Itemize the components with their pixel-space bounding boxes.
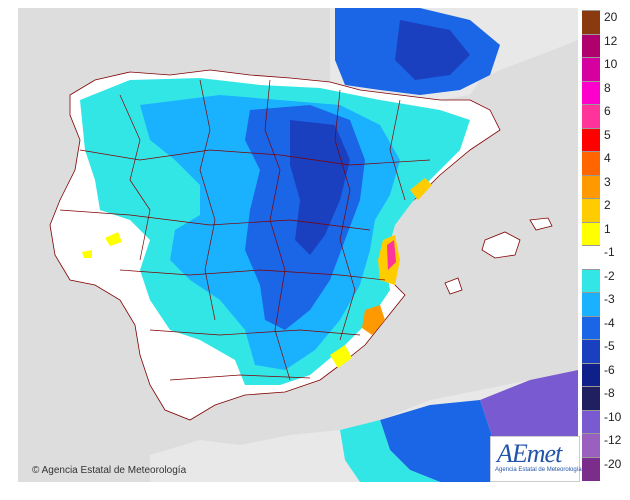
legend-swatch (582, 127, 600, 152)
legend-swatch (582, 80, 600, 105)
legend-swatch (582, 433, 600, 458)
warm-coast-valencia-red (387, 240, 396, 270)
legend-swatch (582, 409, 600, 434)
legend-label: -12 (604, 433, 622, 447)
warm-coast-alicante-orange (362, 305, 385, 335)
legend-swatch (582, 456, 600, 481)
legend-label: -1 (604, 245, 615, 259)
legend-swatch (582, 268, 600, 293)
balearic-mallorca (481, 231, 521, 259)
sea-anomaly-cyan (340, 420, 440, 482)
legend-label: -5 (604, 339, 615, 353)
legend-label: -4 (604, 315, 615, 330)
legend-swatch (582, 174, 600, 199)
warm-coast-murcia-yellow (330, 345, 352, 368)
legend-label: 4 (604, 151, 611, 165)
credit-line: © Agencia Estatal de Meteorología (32, 465, 186, 476)
legend-label: 6 (604, 104, 611, 118)
legend-label: -6 (604, 362, 615, 377)
legend-swatch (582, 292, 600, 317)
warm-coast-castellon-yellow (410, 178, 432, 200)
legend-label: 8 (604, 80, 611, 95)
legend-swatch (582, 245, 600, 270)
administrative-borders (59, 79, 431, 381)
aemet-logo: AEmet Agencia Estatal de Meteorología (490, 436, 582, 482)
legend-swatch (582, 104, 600, 129)
legend-swatch (582, 10, 600, 35)
logo-subtitle: Agencia Estatal de Meteorología (495, 467, 582, 473)
balearic-menorca (529, 217, 553, 231)
copyright-symbol: © (32, 465, 40, 476)
legend-label: 3 (604, 174, 611, 189)
legend-label: -20 (604, 456, 622, 471)
anomaly-region-darker-blue (290, 120, 350, 255)
legend-label: 10 (604, 57, 618, 71)
legend-label: -2 (604, 268, 615, 283)
legend-label: 20 (604, 10, 618, 24)
anomaly-region-north-dark (395, 20, 470, 80)
legend-label: 2 (604, 198, 611, 212)
warm-spot-southwest (82, 250, 92, 258)
legend-swatch (582, 221, 600, 246)
legend-label: -8 (604, 386, 615, 400)
legend-swatch (582, 362, 600, 387)
credit-text: Agencia Estatal de Meteorología (41, 465, 187, 476)
legend-swatch (582, 151, 600, 176)
legend-swatch (582, 339, 600, 364)
legend-label: -3 (604, 292, 615, 306)
legend-swatch (582, 198, 600, 223)
legend-swatch (582, 315, 600, 340)
legend-swatch (582, 33, 600, 58)
sea-anomaly-blue (380, 400, 520, 482)
logo-word: AEmet (497, 439, 562, 468)
warm-spot-west (105, 232, 122, 246)
balearic-ibiza (444, 277, 463, 295)
legend-label: 1 (604, 221, 611, 236)
legend-swatch (582, 57, 600, 82)
legend-label: 12 (604, 33, 618, 48)
legend-label: 5 (604, 127, 611, 142)
legend-swatch (582, 386, 600, 411)
legend-label: -10 (604, 409, 622, 424)
